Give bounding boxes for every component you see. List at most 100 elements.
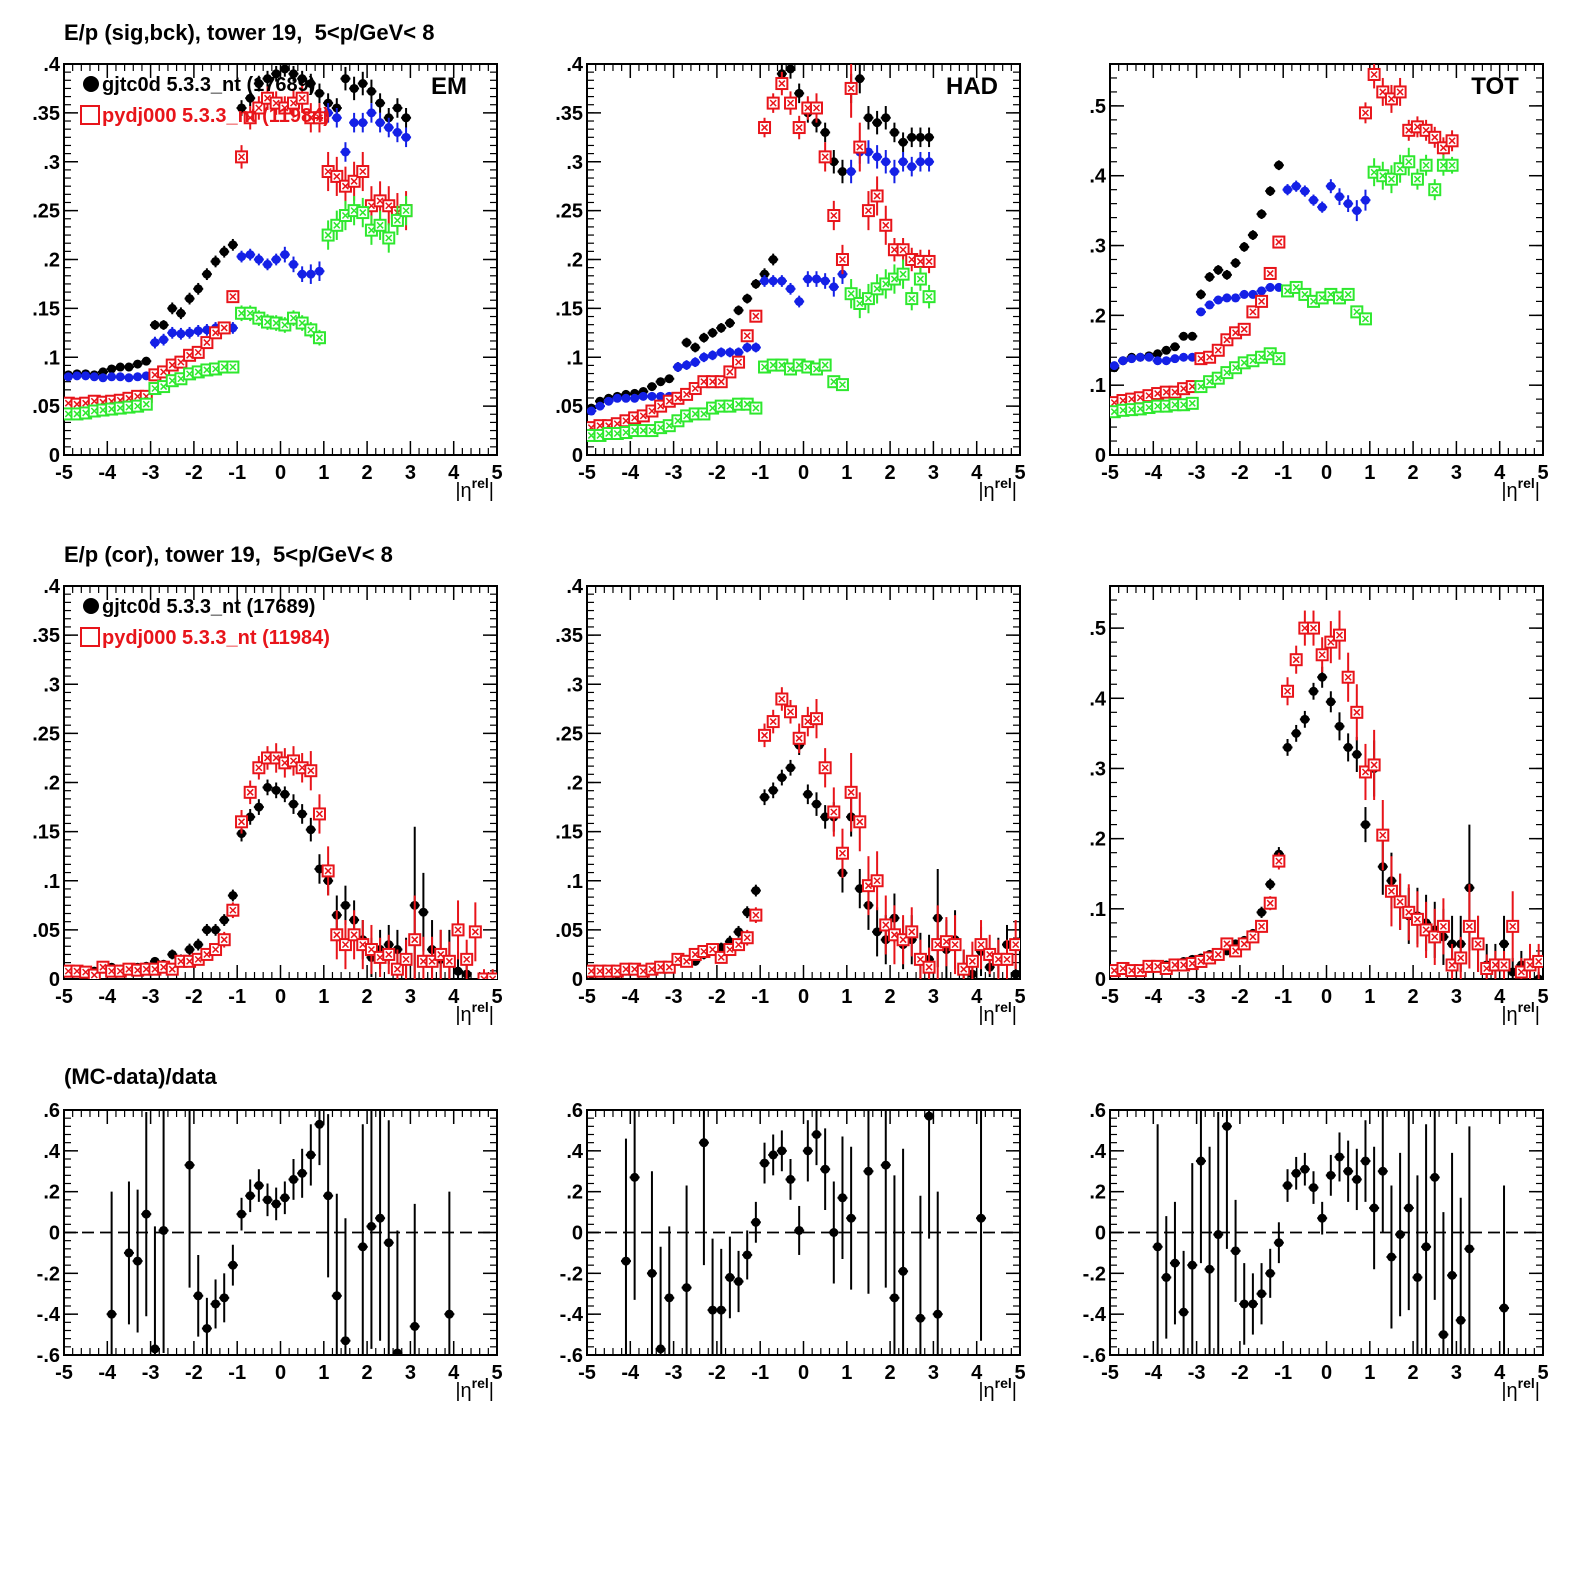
data-point-cross (212, 945, 220, 954)
x-tick-label: 4 (971, 986, 983, 1008)
x-tick-label: 2 (885, 1362, 896, 1384)
y-tick-label: .4 (43, 54, 61, 76)
data-point (846, 167, 856, 177)
data-point (682, 360, 692, 370)
data-point (1343, 199, 1353, 209)
data-point-cross (281, 759, 289, 767)
y-tick-label: .2 (566, 773, 583, 795)
legend-data-label: gjtc0d 5.3.3_nt (17689) (102, 596, 315, 618)
data-point (907, 162, 917, 172)
data-point (1161, 345, 1171, 355)
data-point (734, 347, 744, 357)
data-point-cross (717, 402, 725, 410)
data-point (1222, 293, 1232, 303)
data-point (349, 118, 359, 128)
x-tick-label: -2 (185, 986, 203, 1008)
x-tick-label: -5 (55, 462, 73, 484)
data-point-cross (1136, 967, 1144, 975)
data-point-cross (1431, 933, 1439, 941)
data-point (107, 1309, 117, 1319)
data-point-cross (437, 950, 445, 958)
data-point-cross (735, 358, 743, 366)
data-point (1179, 352, 1189, 362)
data-point (708, 1305, 718, 1315)
y-tick-label: .2 (43, 250, 60, 272)
data-point-cross (315, 810, 324, 818)
x-tick-label: -1 (228, 986, 246, 1008)
data-point-cross (1188, 960, 1196, 968)
data-point (1187, 331, 1197, 341)
data-point-cross (1119, 397, 1127, 405)
x-tick-label: -5 (578, 462, 596, 484)
x-tick-label: 5 (1537, 462, 1548, 484)
data-point (924, 132, 934, 142)
x-tick-label: 5 (491, 1362, 502, 1384)
data-point-cross (700, 947, 708, 956)
y-tick-label: .3 (1089, 236, 1106, 258)
data-point-cross (1353, 708, 1361, 716)
data-point-cross (212, 365, 220, 373)
data-point-cross (1465, 922, 1473, 930)
data-point-cross (856, 818, 864, 826)
data-point-cross (1223, 369, 1231, 377)
data-point-cross (864, 207, 872, 215)
data-point-cross (194, 368, 202, 376)
data-point (340, 147, 350, 157)
data-point-cross (631, 414, 639, 422)
data-point (444, 1309, 454, 1319)
y-tick-label: .2 (566, 250, 583, 272)
data-point (280, 789, 290, 799)
data-point (760, 269, 770, 279)
legend-data-label: gjtc0d 5.3.3_nt (17689) (102, 74, 315, 96)
data-point (107, 364, 117, 374)
data-point-cross (890, 246, 898, 254)
data-point-cross (1439, 922, 1447, 930)
data-point-cross (1439, 161, 1447, 169)
data-point-cross (778, 361, 786, 369)
data-point (159, 1225, 169, 1235)
data-point (1326, 181, 1336, 191)
data-point-cross (864, 295, 872, 303)
data-point-cross (778, 80, 786, 88)
data-point-cross (1128, 967, 1136, 975)
row2-title: E/p (cor), tower 19, 5<p/GeV< 8 (64, 542, 393, 567)
series-2 (587, 64, 936, 435)
x-tick-label: -4 (621, 1362, 640, 1384)
data-point-cross (1431, 133, 1439, 141)
data-point (141, 356, 151, 366)
data-point-cross (471, 928, 479, 936)
data-point-cross (125, 394, 133, 402)
x-tick-label: 2 (885, 986, 896, 1008)
data-point-cross (1344, 290, 1352, 298)
data-point-cross (1370, 70, 1378, 79)
data-point (1248, 230, 1258, 240)
series-1 (64, 743, 497, 979)
data-point-cross (596, 967, 604, 975)
panel-tot: -5 -4 -3 -2 -1 0 1 2 3 4 5|ηrel| 0 .1 .2 .3 .4 .5 TOT (1089, 63, 1549, 502)
data-point (245, 93, 255, 103)
data-point-cross (90, 407, 98, 415)
data-point (89, 372, 99, 382)
data-point-cross (64, 399, 72, 407)
x-tick-label: 4 (971, 462, 983, 484)
data-point (915, 1313, 925, 1323)
x-tick-label: -4 (1144, 1362, 1163, 1384)
data-point (271, 1199, 281, 1209)
data-point-cross (1327, 290, 1335, 298)
data-point-cross (246, 114, 254, 122)
data-point (768, 785, 778, 795)
data-point-cross (203, 950, 211, 958)
data-point (612, 393, 622, 403)
data-point-cross (1258, 353, 1266, 361)
x-tick-label: -3 (142, 462, 160, 484)
data-point-cross (916, 275, 924, 283)
data-point-cross (639, 412, 647, 420)
x-tick-label: -2 (708, 986, 726, 1008)
data-point-cross (752, 404, 760, 412)
data-point-cross (760, 731, 769, 739)
data-point (863, 113, 873, 123)
data-point-cross (1197, 957, 1205, 965)
data-point-cross (272, 99, 280, 107)
data-point-cross (1154, 962, 1162, 970)
data-point-cross (1405, 908, 1413, 916)
